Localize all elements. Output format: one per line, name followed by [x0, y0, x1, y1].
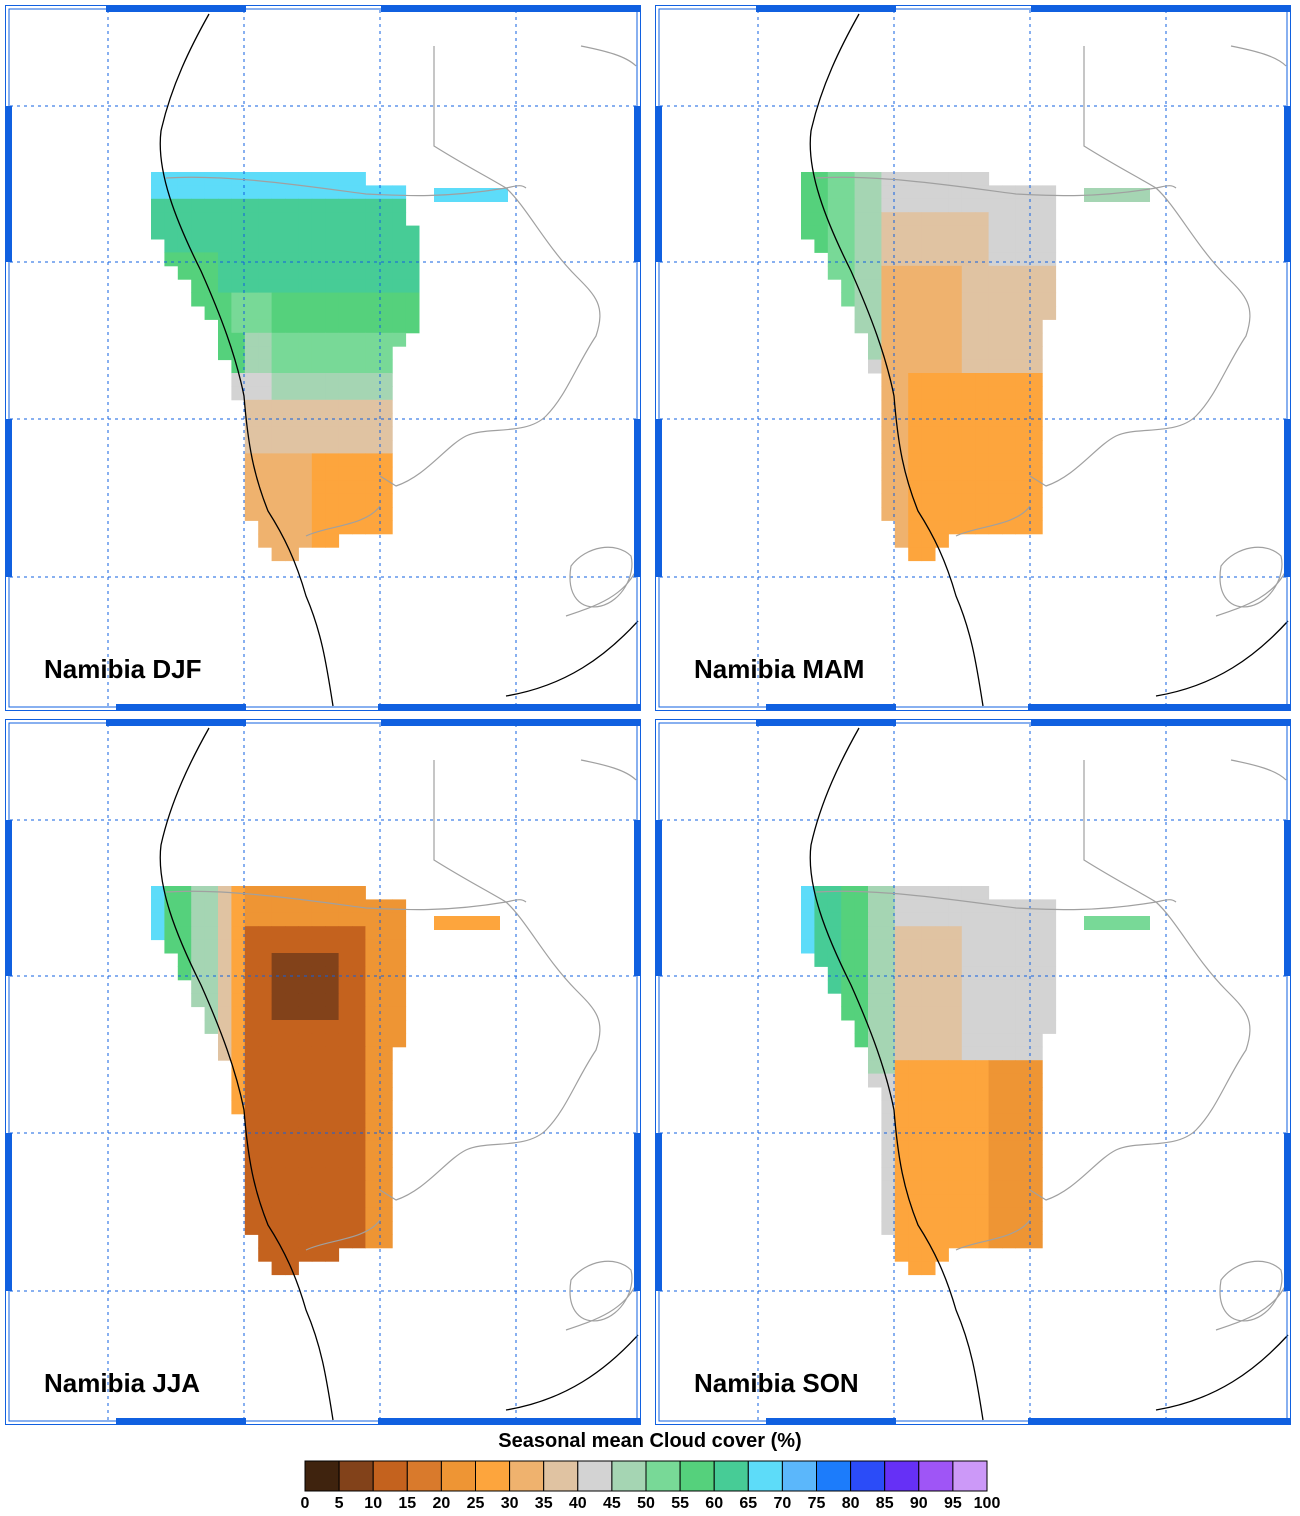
- map-frame: [8, 8, 638, 708]
- legend-swatch: [679, 1460, 715, 1492]
- map-canvas-mam: [656, 6, 1290, 710]
- legend-swatch: [645, 1460, 681, 1492]
- legend-swatch: [713, 1460, 749, 1492]
- map-canvas-jja: [6, 720, 640, 1424]
- legend-tick-label: 40: [568, 1495, 587, 1512]
- legend-swatch: [543, 1460, 579, 1492]
- panel-title-mam: Namibia MAM: [694, 654, 865, 684]
- boundaries: [809, 13, 1289, 707]
- cloud-cover-field: [801, 172, 1150, 562]
- legend-tick-label: 75: [807, 1495, 826, 1512]
- legend-tick-label: 35: [534, 1495, 553, 1512]
- legend-tick-label: 50: [637, 1495, 655, 1512]
- legend-swatch: [918, 1460, 954, 1492]
- panel-title-djf: Namibia DJF: [44, 654, 202, 684]
- legend-tick-label: 60: [705, 1495, 724, 1512]
- legend-tick-label: 30: [500, 1495, 519, 1512]
- legend-tick-label: 100: [973, 1495, 1001, 1512]
- legend-swatch: [372, 1460, 408, 1492]
- legend-tick-label: 20: [432, 1495, 451, 1512]
- map-frame: [658, 722, 1288, 1422]
- legend-tick-label: 0: [300, 1495, 310, 1512]
- panel-title-son: Namibia SON: [694, 1368, 859, 1398]
- legend-swatch: [611, 1460, 647, 1492]
- legend-swatch: [850, 1460, 886, 1492]
- legend-title: Seasonal mean Cloud cover (%): [498, 1430, 802, 1452]
- legend-swatch: [781, 1460, 817, 1492]
- map-canvas-djf: [6, 6, 640, 710]
- legend-swatch: [747, 1460, 783, 1492]
- legend-tick-label: 5: [334, 1495, 344, 1512]
- legend-tick-label: 55: [671, 1495, 689, 1512]
- legend-tick-label: 45: [602, 1495, 621, 1512]
- legend-tick-label: 95: [943, 1495, 962, 1512]
- cloud-cover-field: [151, 172, 508, 562]
- map-panel-jja: Namibia JJA: [5, 719, 641, 1425]
- coastline: [809, 727, 984, 1421]
- coastline: [159, 13, 334, 707]
- coastline-east: [1155, 1334, 1289, 1411]
- map-canvas-son: [656, 720, 1290, 1424]
- coastline-east: [1155, 620, 1289, 697]
- coastline: [159, 727, 334, 1421]
- legend-swatch: [338, 1460, 374, 1492]
- legend-swatch: [509, 1460, 545, 1492]
- legend-swatch: [884, 1460, 920, 1492]
- legend-tick-label: 10: [364, 1495, 383, 1512]
- map-panel-son: Namibia SON: [655, 719, 1291, 1425]
- legend-tick-label: 90: [909, 1495, 928, 1512]
- legend-swatch: [304, 1460, 340, 1492]
- legend-tick-label: 80: [841, 1495, 860, 1512]
- boundaries: [159, 13, 639, 707]
- legend-tick-label: 65: [739, 1495, 758, 1512]
- legend-swatch: [816, 1460, 852, 1492]
- coastline-east: [505, 620, 639, 697]
- legend-tick-label: 85: [875, 1495, 894, 1512]
- cloud-cover-field: [801, 886, 1150, 1276]
- legend-tick-label: 25: [466, 1495, 485, 1512]
- legend-color-bar: [304, 1460, 988, 1492]
- coastline: [809, 13, 984, 707]
- legend-swatch: [577, 1460, 613, 1492]
- map-frame: [658, 8, 1288, 708]
- map-panel-djf: Namibia DJF: [5, 5, 641, 711]
- legend-tick-label: 15: [398, 1495, 417, 1512]
- legend-swatch: [406, 1460, 442, 1492]
- boundaries: [809, 727, 1289, 1421]
- panel-title-jja: Namibia JJA: [44, 1368, 201, 1398]
- boundaries: [159, 727, 639, 1421]
- coastline-east: [505, 1334, 639, 1411]
- map-panel-mam: Namibia MAM: [655, 5, 1291, 711]
- legend-tick-label: 70: [773, 1495, 792, 1512]
- map-frame: [8, 722, 638, 1422]
- legend-swatch: [952, 1460, 988, 1492]
- legend-swatch: [440, 1460, 476, 1492]
- legend-swatch: [475, 1460, 511, 1492]
- cloud-cover-field: [151, 886, 500, 1276]
